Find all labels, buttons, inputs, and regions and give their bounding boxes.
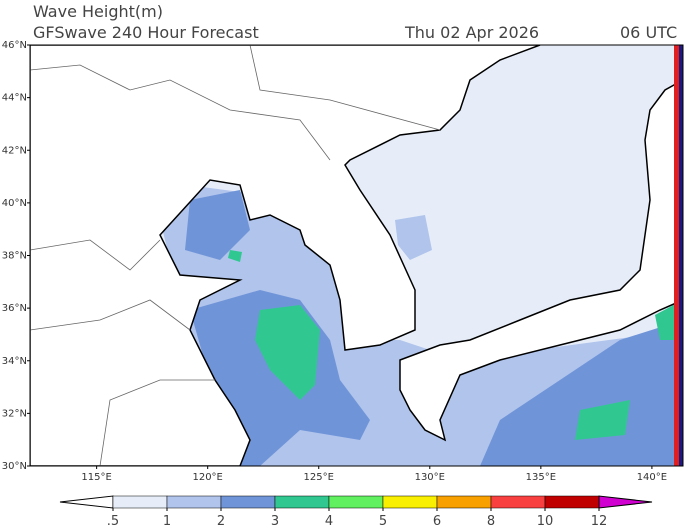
lat-label: 40°N — [2, 198, 27, 209]
colorbar-label: 12 — [591, 514, 608, 525]
wave-zone — [395, 215, 432, 260]
colorbar-label: 4 — [325, 514, 333, 525]
lat-label: 36°N — [2, 303, 27, 314]
lat-label: 44°N — [2, 93, 27, 104]
wave-zone — [255, 305, 320, 400]
colorbar-label: 6 — [433, 514, 441, 525]
colorbar-label: 1 — [163, 514, 171, 525]
province-border — [99, 379, 215, 466]
province-border — [249, 45, 441, 131]
lon-label: 125°E — [304, 472, 334, 483]
colorbar-segment — [220, 495, 276, 509]
lat-label: 38°N — [2, 251, 27, 262]
lon-label: 135°E — [526, 472, 556, 483]
lat-label: 30°N — [2, 461, 27, 472]
lon-label: 120°E — [192, 472, 222, 483]
lon-label: 130°E — [415, 472, 445, 483]
wave-zone — [185, 190, 250, 260]
province-border — [30, 239, 161, 271]
wave-zone — [228, 250, 242, 262]
colorbar-segment — [436, 495, 492, 509]
wave-zone — [575, 400, 630, 440]
colorbar-segment — [166, 495, 222, 509]
colorbar-label: 8 — [487, 514, 495, 525]
colorbar-arrow — [59, 495, 114, 509]
colorbar-label: .5 — [107, 514, 119, 525]
colorbar-label: 2 — [217, 514, 225, 525]
mainland — [30, 45, 541, 466]
province-border — [30, 299, 191, 331]
colorbar-label: 3 — [271, 514, 279, 525]
wave-zone — [480, 320, 683, 466]
title: Wave Height(m) — [33, 2, 163, 21]
ticks: 30°N 32°N 34°N 36°N 38°N 40°N 42°N 44°N 46°N 115°… — [2, 40, 667, 483]
japan — [399, 79, 683, 442]
colorbar-segment — [490, 495, 546, 509]
subtitle: GFSwave 240 Hour Forecast — [33, 23, 259, 42]
edge-strip — [674, 45, 679, 466]
lat-label: 34°N — [2, 356, 27, 367]
lat-label: 32°N — [2, 408, 27, 419]
edge-strip — [679, 45, 683, 466]
colorbar-segment — [382, 495, 438, 509]
colorbar-segment — [544, 495, 600, 509]
colorbar-label: 5 — [379, 514, 387, 525]
time: 06 UTC — [620, 23, 677, 42]
province-border — [30, 64, 331, 161]
colorbar-segment — [328, 495, 384, 509]
date: Thu 02 Apr 2026 — [404, 23, 539, 42]
lon-label: 140°E — [637, 472, 667, 483]
lat-label: 46°N — [2, 40, 27, 51]
map — [30, 45, 683, 466]
colorbar-segment — [112, 495, 168, 509]
lon-label: 115°E — [81, 472, 111, 483]
lat-label: 42°N — [2, 145, 27, 156]
colorbar-label: 10 — [537, 514, 554, 525]
colorbar-arrow — [598, 495, 653, 509]
colorbar-segment — [274, 495, 330, 509]
colorbar: .5 1 2 3 4 5 6 8 10 12 — [59, 495, 653, 529]
